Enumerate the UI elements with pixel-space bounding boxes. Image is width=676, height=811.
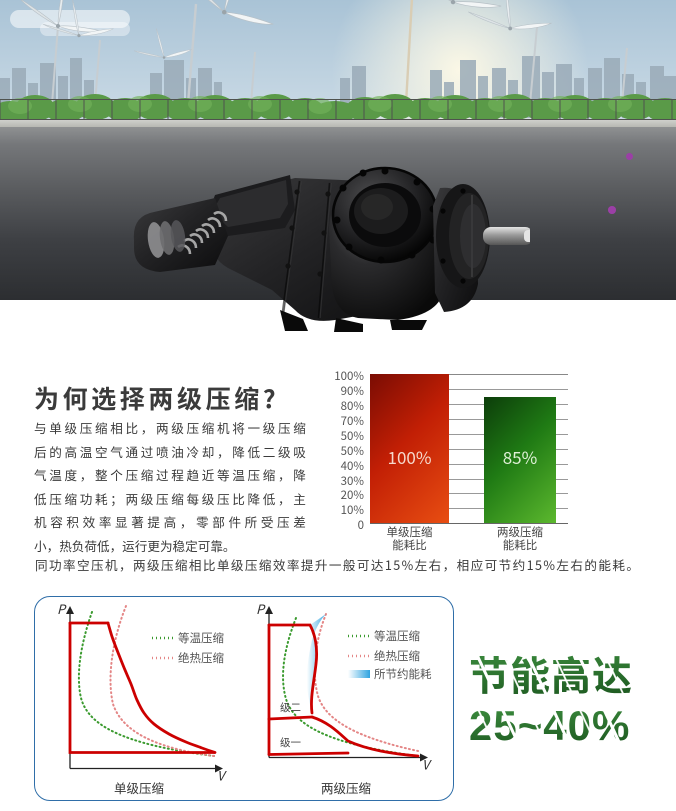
svg-text:V: V <box>217 766 227 785</box>
svg-text:绝热压缩: 绝热压缩 <box>374 648 420 664</box>
svg-text:等温压缩: 等温压缩 <box>178 630 224 646</box>
svg-text:级一: 级一 <box>280 735 301 750</box>
svg-text:P: P <box>57 599 67 618</box>
svg-text:两级压缩: 两级压缩 <box>321 778 371 797</box>
svg-text:级二: 级二 <box>280 700 301 715</box>
svg-text:25~40%: 25~40% <box>469 702 630 749</box>
svg-text:P: P <box>256 599 266 618</box>
svg-text:V: V <box>422 755 432 774</box>
svg-text:绝热压缩: 绝热压缩 <box>178 650 224 666</box>
svg-text:等温压缩: 等温压缩 <box>374 628 420 644</box>
svg-text:单级压缩: 单级压缩 <box>114 778 164 797</box>
svg-text:所节约能耗: 所节约能耗 <box>374 666 432 682</box>
svg-text:节能高达: 节能高达 <box>469 652 633 702</box>
